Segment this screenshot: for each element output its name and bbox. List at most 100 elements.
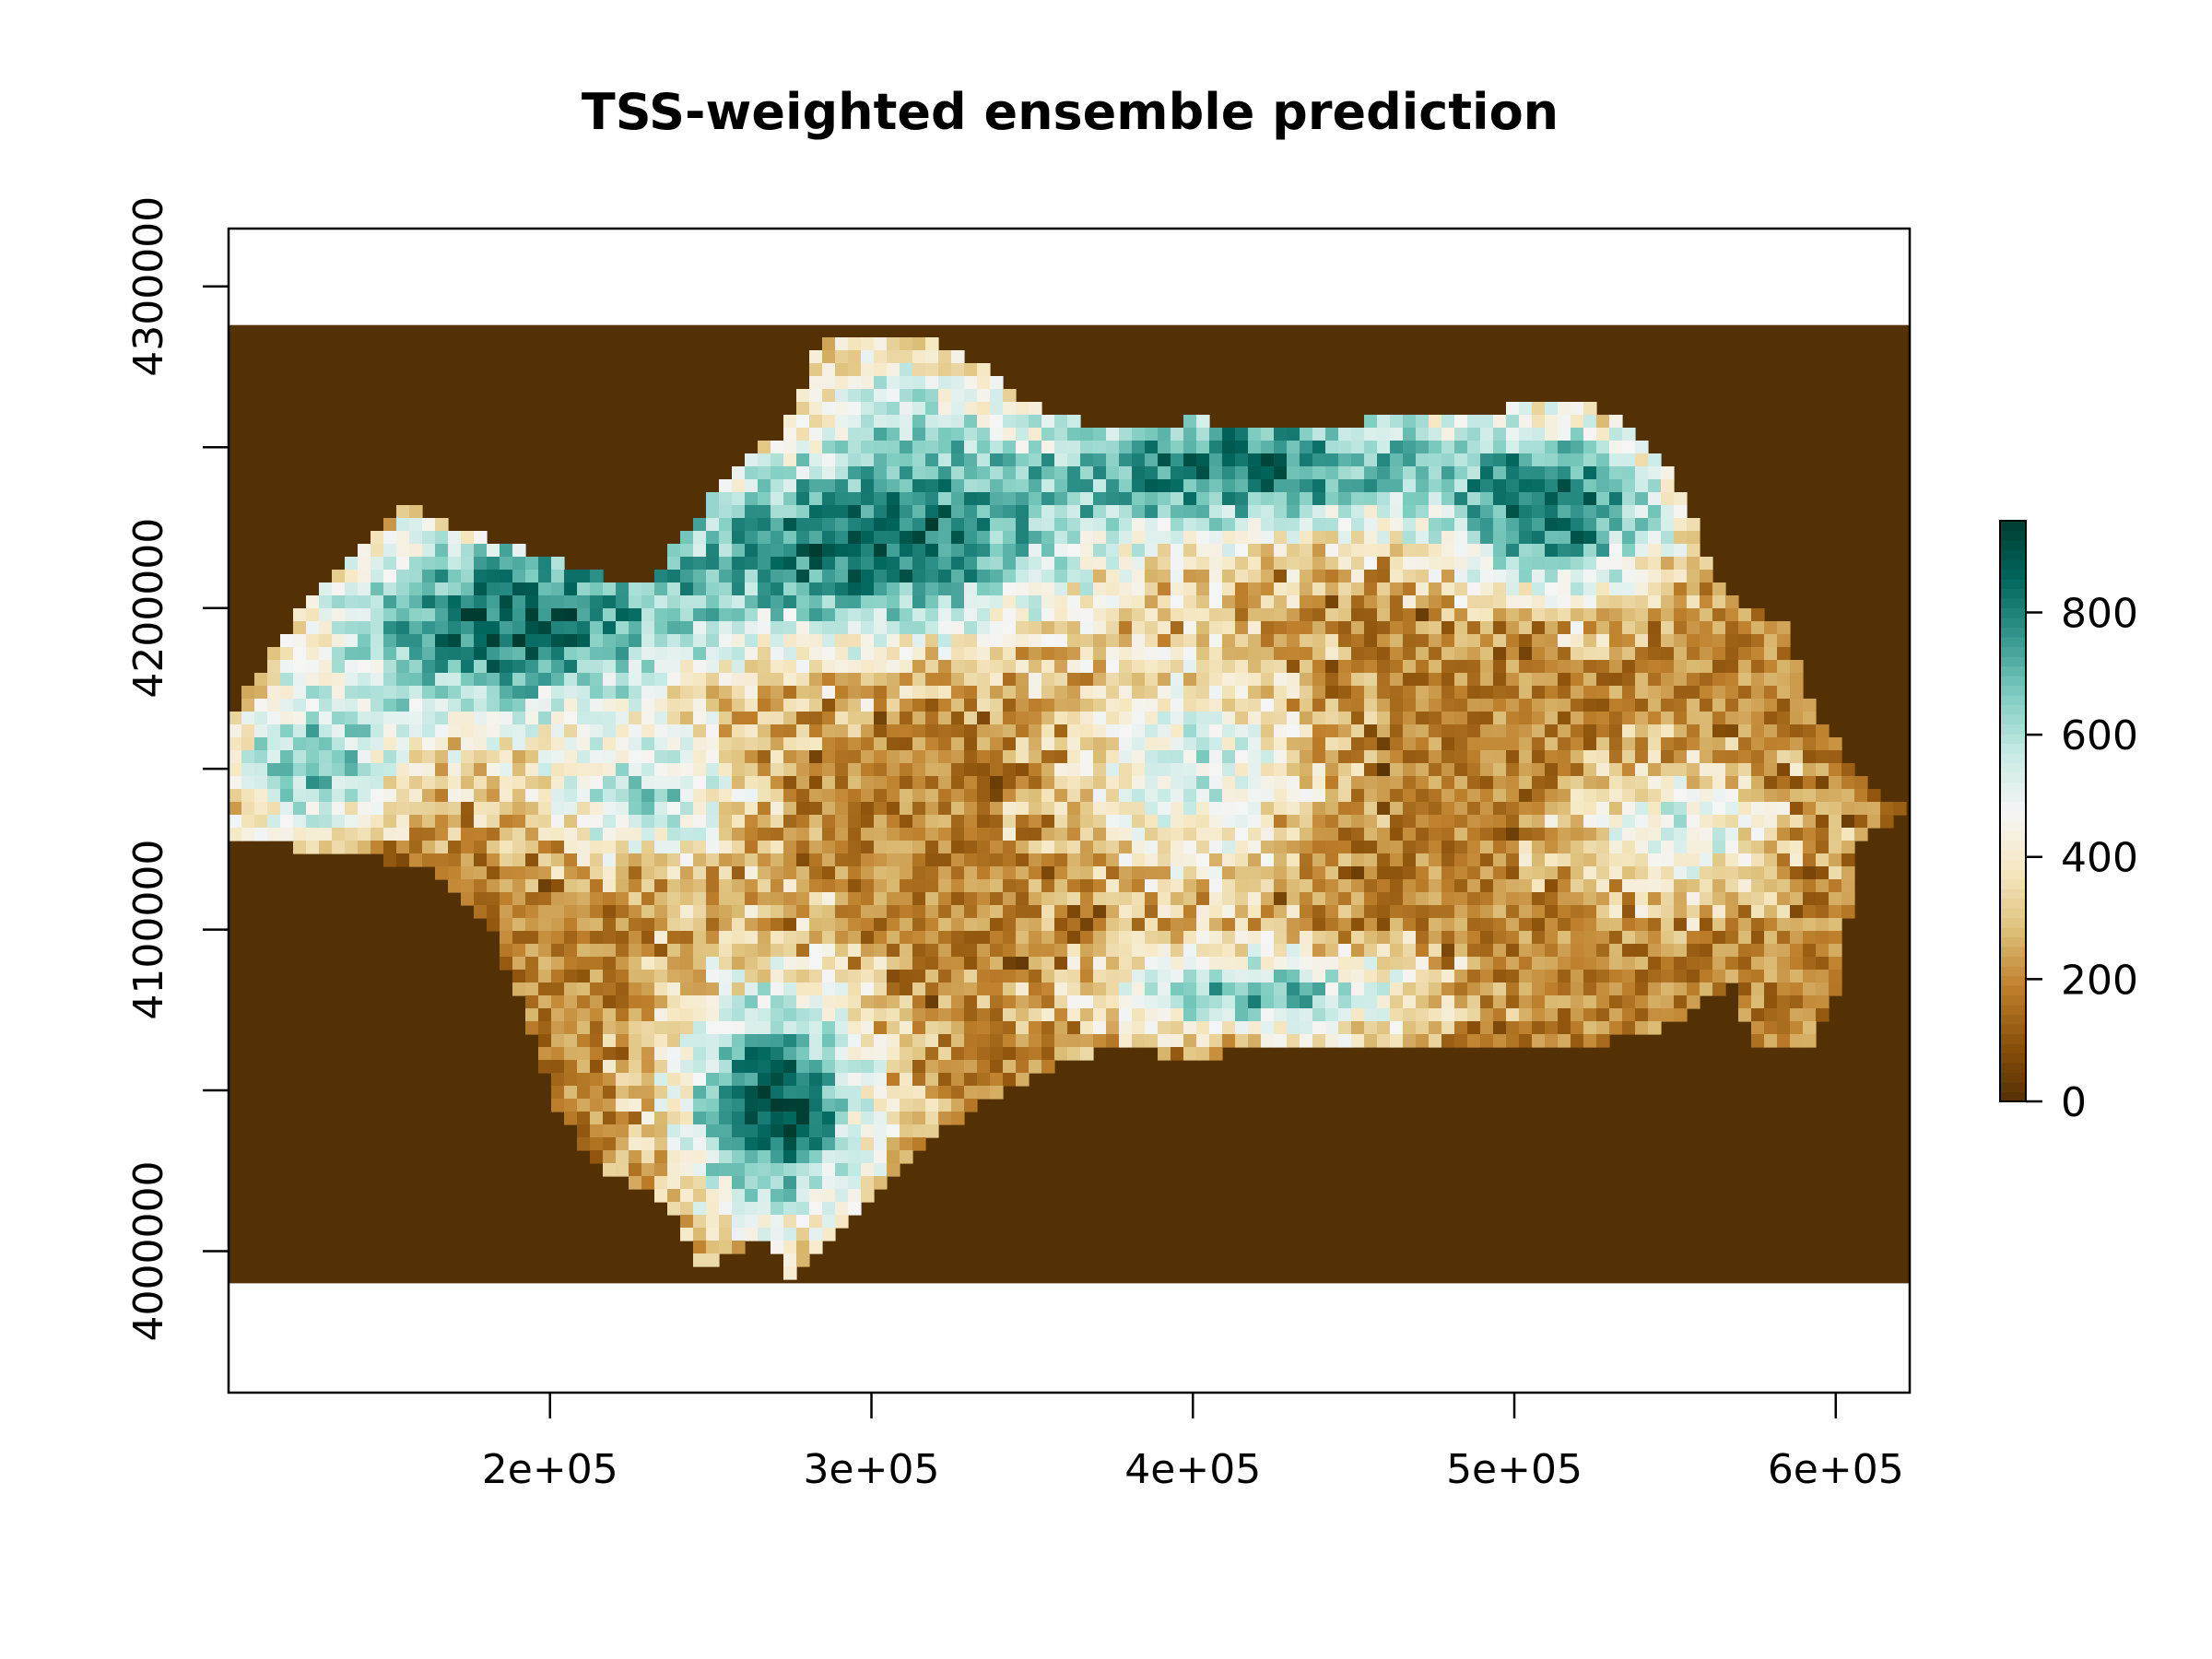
raster-cell: [990, 453, 1004, 467]
raster-cell: [1235, 660, 1249, 674]
raster-cell: [693, 879, 707, 893]
raster-cell: [1777, 982, 1791, 996]
raster-cell: [1390, 724, 1404, 738]
raster-cell: [1183, 673, 1197, 687]
raster-cell: [1145, 712, 1159, 725]
raster-cell: [1106, 479, 1120, 493]
raster-cell: [1519, 918, 1533, 932]
raster-cell: [654, 595, 668, 609]
raster-cell: [667, 763, 681, 777]
raster-cell: [1132, 505, 1146, 519]
raster-cell: [512, 686, 526, 700]
raster-cell: [758, 931, 771, 945]
raster-cell: [1119, 570, 1133, 583]
raster-cell: [758, 724, 771, 738]
raster-cell: [1209, 853, 1223, 867]
raster-cell: [771, 982, 784, 996]
raster-cell: [1725, 789, 1739, 803]
raster-cell: [1635, 712, 1649, 725]
raster-cell: [332, 570, 346, 583]
raster-cell: [422, 712, 436, 725]
raster-cell: [1222, 995, 1236, 1009]
raster-cell: [616, 737, 629, 751]
raster-cell: [525, 582, 539, 596]
raster-cell: [1583, 828, 1597, 841]
raster-cell: [383, 570, 397, 583]
raster-cell: [1816, 944, 1830, 958]
raster-cell: [796, 402, 810, 416]
raster-cell: [925, 737, 939, 751]
raster-cell: [1803, 699, 1817, 712]
raster-cell: [1700, 789, 1713, 803]
raster-cell: [500, 828, 513, 841]
raster-cell: [241, 763, 255, 777]
raster-cell: [1364, 699, 1378, 712]
raster-cell: [241, 815, 255, 829]
raster-cell: [848, 995, 862, 1009]
raster-cell: [487, 750, 500, 764]
raster-cell: [1429, 853, 1442, 867]
raster-cell: [1041, 415, 1055, 429]
raster-cell: [912, 686, 926, 700]
raster-cell: [874, 853, 888, 867]
raster-cell: [796, 544, 810, 558]
raster-cell: [1790, 982, 1804, 996]
raster-cell: [293, 712, 307, 725]
raster-cell: [1003, 673, 1017, 687]
raster-cell: [396, 776, 410, 790]
raster-cell: [835, 505, 849, 519]
raster-cell: [1183, 531, 1197, 545]
raster-cell: [1106, 957, 1120, 971]
raster-cell: [1119, 853, 1133, 867]
raster-cell: [1803, 750, 1817, 764]
raster-cell: [1287, 1008, 1300, 1022]
raster-cell: [938, 789, 952, 803]
raster-cell: [512, 699, 526, 712]
raster-cell: [1429, 518, 1442, 532]
raster-cell: [1777, 853, 1791, 867]
raster-cell: [1738, 776, 1752, 790]
raster-cell: [1351, 1008, 1365, 1022]
raster-cell: [641, 660, 655, 674]
raster-cell: [1041, 582, 1055, 596]
raster-cell: [358, 737, 371, 751]
raster-cell: [1248, 621, 1262, 635]
raster-cell: [1209, 892, 1223, 906]
raster-cell: [951, 905, 965, 919]
raster-cell: [1287, 905, 1300, 919]
raster-cell: [1041, 686, 1055, 700]
raster-cell: [693, 944, 707, 958]
raster-cell: [1300, 492, 1313, 506]
raster-cell: [1712, 660, 1726, 674]
raster-cell: [1674, 815, 1688, 829]
raster-cell: [1609, 595, 1623, 609]
raster-cell: [796, 647, 810, 661]
raster-cell: [706, 557, 720, 571]
raster-cell: [1196, 1008, 1210, 1022]
raster-cell: [1596, 428, 1610, 441]
raster-cell: [1441, 479, 1455, 493]
raster-cell: [680, 531, 694, 545]
raster-cell: [525, 595, 539, 609]
raster-cell: [1429, 673, 1442, 687]
raster-cell: [887, 505, 900, 519]
raster-cell: [1093, 957, 1107, 971]
raster-cell: [1287, 505, 1300, 519]
raster-cell: [1235, 892, 1249, 906]
raster-cell: [925, 944, 939, 958]
raster-cell: [706, 763, 720, 777]
raster-cell: [1725, 841, 1739, 854]
raster-cell: [1777, 802, 1791, 816]
raster-cell: [267, 724, 281, 738]
raster-cell: [1841, 776, 1855, 790]
raster-cell: [319, 608, 333, 622]
raster-cell: [280, 634, 294, 648]
raster-cell: [1764, 621, 1778, 635]
raster-cell: [706, 970, 720, 983]
raster-cell: [1158, 595, 1171, 609]
raster-cell: [1622, 466, 1636, 480]
raster-cell: [874, 982, 888, 996]
raster-cell: [345, 595, 359, 609]
raster-cell: [1029, 828, 1042, 841]
raster-cell: [1093, 931, 1107, 945]
